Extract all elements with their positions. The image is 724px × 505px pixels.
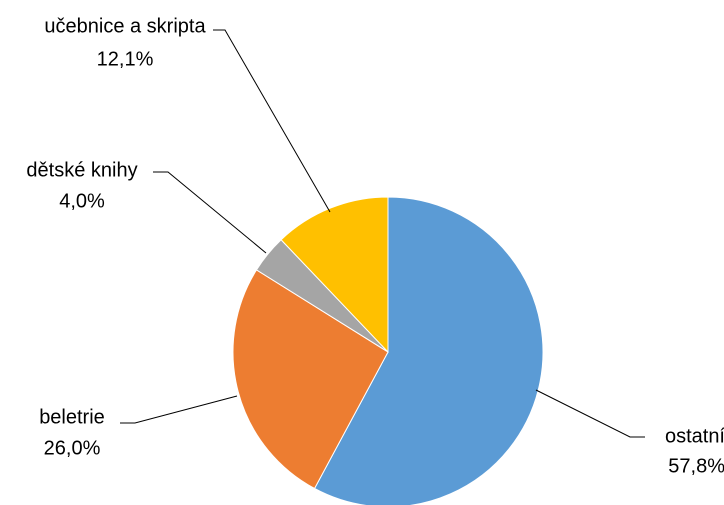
data-label-value-beletrie: 26,0% [44,437,101,459]
leader-line-beletrie [120,395,238,424]
leader-line-ostatni [535,389,645,438]
data-label-name-detske-knihy: dětské knihy [26,159,137,181]
data-label-name-beletrie: beletrie [39,406,105,428]
leader-lines [120,29,645,438]
data-label-name-ostatni: ostatní [665,425,724,447]
pie-slice-beletrie [232,269,389,490]
pie-slice-ucebnice-a-skripta [280,196,389,354]
pie-slice-ostatni [313,196,544,505]
pie-slices [232,196,544,505]
leader-line-ucebnice-a-skripta [213,29,331,213]
data-label-value-ucebnice-a-skripta: 12,1% [97,48,154,70]
data-label-value-detske-knihy: 4,0% [59,190,105,212]
data-label-value-ostatni: 57,8% [668,455,724,477]
data-labels: ostatní 57,8% beletrie 26,0% dětské knihy 4,0… [26,15,724,477]
data-label-name-ucebnice-a-skripta: učebnice a skripta [44,15,206,37]
leader-line-detske-knihy [153,171,267,254]
